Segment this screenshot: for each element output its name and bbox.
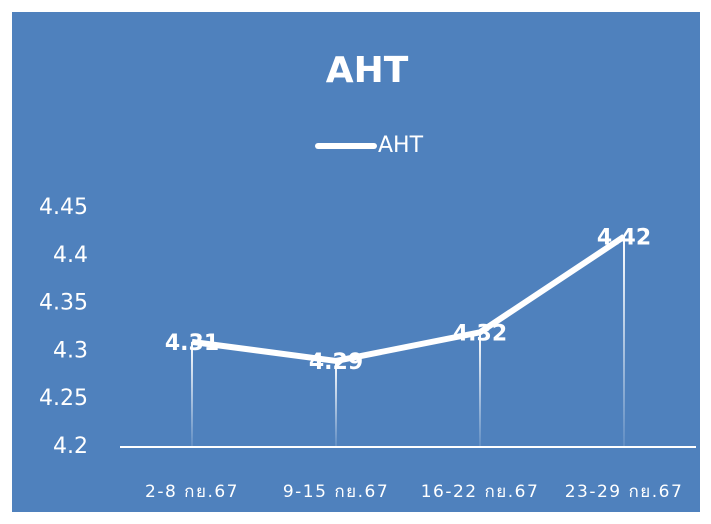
data-label: 4.29 — [309, 350, 363, 375]
chart-title: AHT — [326, 50, 409, 91]
data-label: 4.32 — [453, 321, 507, 346]
y-tick-label: 4.2 — [53, 434, 88, 459]
data-label: 4.42 — [597, 226, 651, 251]
y-tick-label: 4.35 — [39, 291, 88, 316]
data-label: 4.31 — [165, 331, 219, 356]
drop-line — [623, 236, 625, 447]
legend-label: AHT — [378, 133, 424, 158]
y-tick-label: 4.4 — [53, 243, 88, 268]
x-tick-label: 9-15 กย.67 — [283, 482, 389, 502]
drop-line — [479, 332, 481, 447]
x-tick-label: 23-29 กย.67 — [565, 482, 684, 502]
x-tick-label: 2-8 กย.67 — [145, 482, 239, 502]
y-tick-label: 4.25 — [39, 386, 88, 411]
drop-line — [191, 341, 193, 447]
x-tick-label: 16-22 กย.67 — [421, 482, 540, 502]
y-tick-label: 4.3 — [53, 338, 88, 363]
drop-line — [335, 360, 337, 447]
series-line — [191, 234, 626, 364]
y-tick-label: 4.45 — [39, 195, 88, 220]
